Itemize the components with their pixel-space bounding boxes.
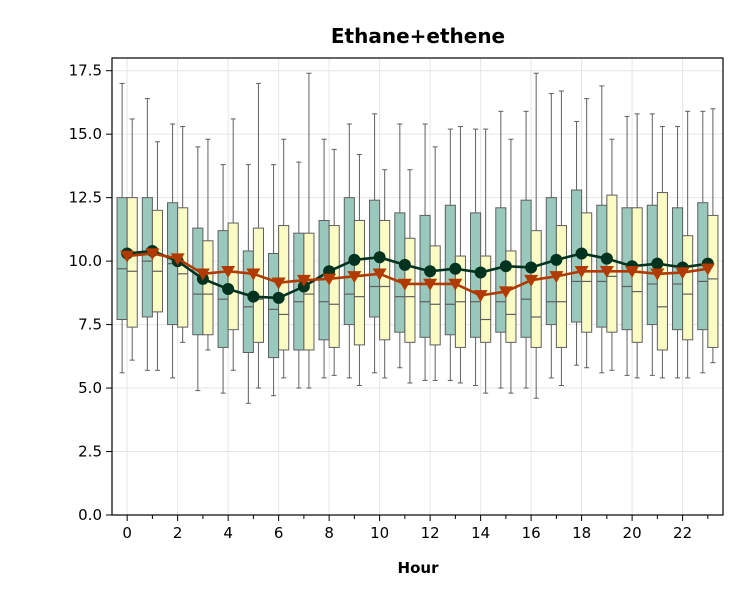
data-point (247, 290, 260, 303)
y-tick-label: 2.5 (78, 443, 102, 461)
data-point (296, 274, 311, 287)
x-tick-label: 6 (274, 524, 284, 542)
data-point (625, 266, 640, 278)
boxplot (328, 148, 340, 376)
boxplot (268, 164, 280, 397)
y-tick-label: 7.5 (78, 316, 102, 334)
data-point (120, 250, 135, 263)
data-point (347, 271, 362, 283)
box (555, 225, 567, 348)
data-point (549, 271, 564, 283)
data-point (373, 251, 386, 264)
data-point (246, 268, 261, 281)
box (126, 197, 138, 328)
box (278, 225, 290, 351)
boxplot (606, 138, 618, 371)
x-tick-label: 8 (324, 524, 334, 542)
boxplot (530, 72, 542, 399)
data-point (222, 283, 235, 296)
data-point (525, 261, 538, 274)
boxplot (682, 110, 694, 379)
box (394, 212, 406, 333)
data-point (550, 253, 563, 266)
data-point (600, 252, 613, 265)
box (151, 209, 163, 313)
box (268, 252, 280, 359)
x-tick-label: 0 (122, 524, 132, 542)
data-point (599, 266, 614, 278)
data-point (675, 267, 690, 280)
data-point (651, 257, 664, 270)
y-tick-label: 10.0 (69, 252, 102, 270)
series-line (127, 252, 709, 297)
box (682, 235, 694, 341)
axes: 0.0 2.5 5.0 7.5 10.0 12.5 15.0 17.5 0 2 4 6 8 10 12 14 1… (69, 57, 724, 542)
boxplot (419, 123, 431, 381)
data-point (272, 291, 285, 304)
data-point (398, 258, 411, 271)
x-tick-label: 18 (572, 524, 591, 542)
x-tick-label: 10 (370, 524, 389, 542)
boxplot (429, 146, 441, 381)
x-tick-label: 16 (522, 524, 541, 542)
x-tick-label: 4 (223, 524, 233, 542)
x-axis-label: Hour (398, 559, 440, 577)
y-tick-label: 0.0 (78, 506, 102, 524)
plot-frame (111, 57, 724, 516)
box (404, 237, 416, 343)
x-tick-label: 14 (471, 524, 490, 542)
boxplot (116, 82, 128, 374)
data-point (424, 265, 437, 278)
data-point (221, 266, 236, 278)
box (530, 230, 542, 348)
data-point (271, 277, 286, 290)
box (353, 219, 365, 346)
boxplot (454, 126, 466, 384)
data-point (448, 278, 463, 291)
data-point (170, 253, 185, 266)
data-point (372, 268, 387, 281)
box (252, 227, 264, 343)
data-point (499, 260, 512, 273)
data-point (650, 268, 665, 281)
boxplot (252, 82, 264, 389)
data-point (474, 266, 487, 279)
data-point (195, 268, 210, 281)
box (429, 245, 441, 346)
box (202, 240, 214, 336)
boxplot (202, 138, 214, 351)
box (707, 214, 719, 348)
x-tick-label: 20 (623, 524, 642, 542)
data-point (524, 274, 539, 287)
chart-title: Ethane+ethene (331, 24, 505, 48)
data-point (700, 263, 715, 276)
y-tick-label: 12.5 (69, 189, 102, 207)
x-tick-label: 2 (173, 524, 183, 542)
x-tick-label: 12 (421, 524, 440, 542)
boxplot (555, 90, 567, 387)
data-point (449, 262, 462, 275)
data-point (575, 247, 588, 260)
box (328, 225, 340, 348)
box (227, 222, 239, 331)
data-point (348, 253, 361, 266)
box (379, 219, 391, 341)
y-tick-label: 17.5 (69, 62, 102, 80)
data-point (145, 248, 160, 261)
x-tick-label: 22 (673, 524, 692, 542)
boxplot (353, 153, 365, 387)
data-point (397, 278, 412, 291)
data-point (322, 273, 337, 286)
data-point (473, 290, 488, 303)
boxplot (707, 108, 719, 364)
data-point (574, 266, 589, 278)
y-tick-label: 15.0 (69, 125, 102, 143)
boxplot (151, 141, 163, 371)
data-point (423, 278, 438, 291)
data-point (498, 286, 513, 299)
y-tick-label: 5.0 (78, 379, 102, 397)
median-lines (120, 244, 715, 304)
